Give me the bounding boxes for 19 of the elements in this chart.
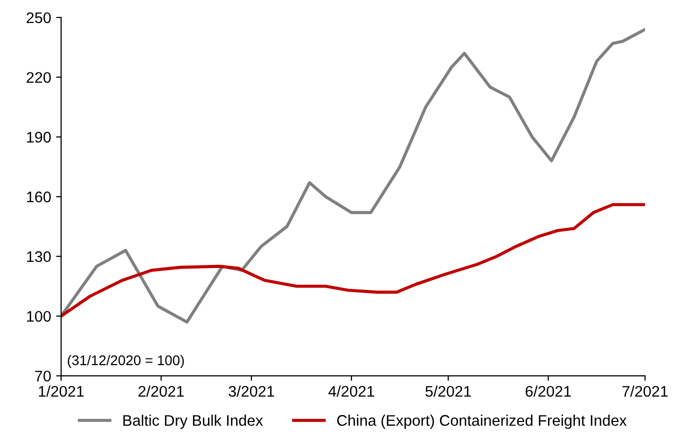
y-tick-label: 130 [27, 251, 51, 262]
y-tick-label: 160 [27, 192, 51, 202]
x-tick-label: 1/2021 [38, 386, 84, 397]
x-tick-label: 7/2021 [622, 386, 668, 397]
y-tick-label: 250 [26, 12, 51, 24]
legend-label: China (Export) Containerized Freight Index [337, 414, 627, 429]
x-tick-label: 4/2021 [328, 386, 374, 397]
y-tick-label: 100 [27, 310, 51, 322]
y-tick-label: 220 [26, 72, 51, 83]
x-tick-label: 3/2021 [228, 386, 274, 397]
x-tick-label: 5/2021 [426, 386, 471, 397]
y-tick-label: 190 [27, 132, 51, 143]
line-series [61, 203, 646, 318]
x-tick-label: 2/2021 [138, 386, 184, 397]
legend-label: Baltic Dry Bulk Index [123, 414, 263, 429]
line-series [61, 28, 646, 324]
x-tick-label: 6/2021 [526, 386, 571, 397]
annotation: (31/12/2020 = 100) [68, 355, 184, 368]
y-tick-label: 70 [35, 370, 51, 382]
